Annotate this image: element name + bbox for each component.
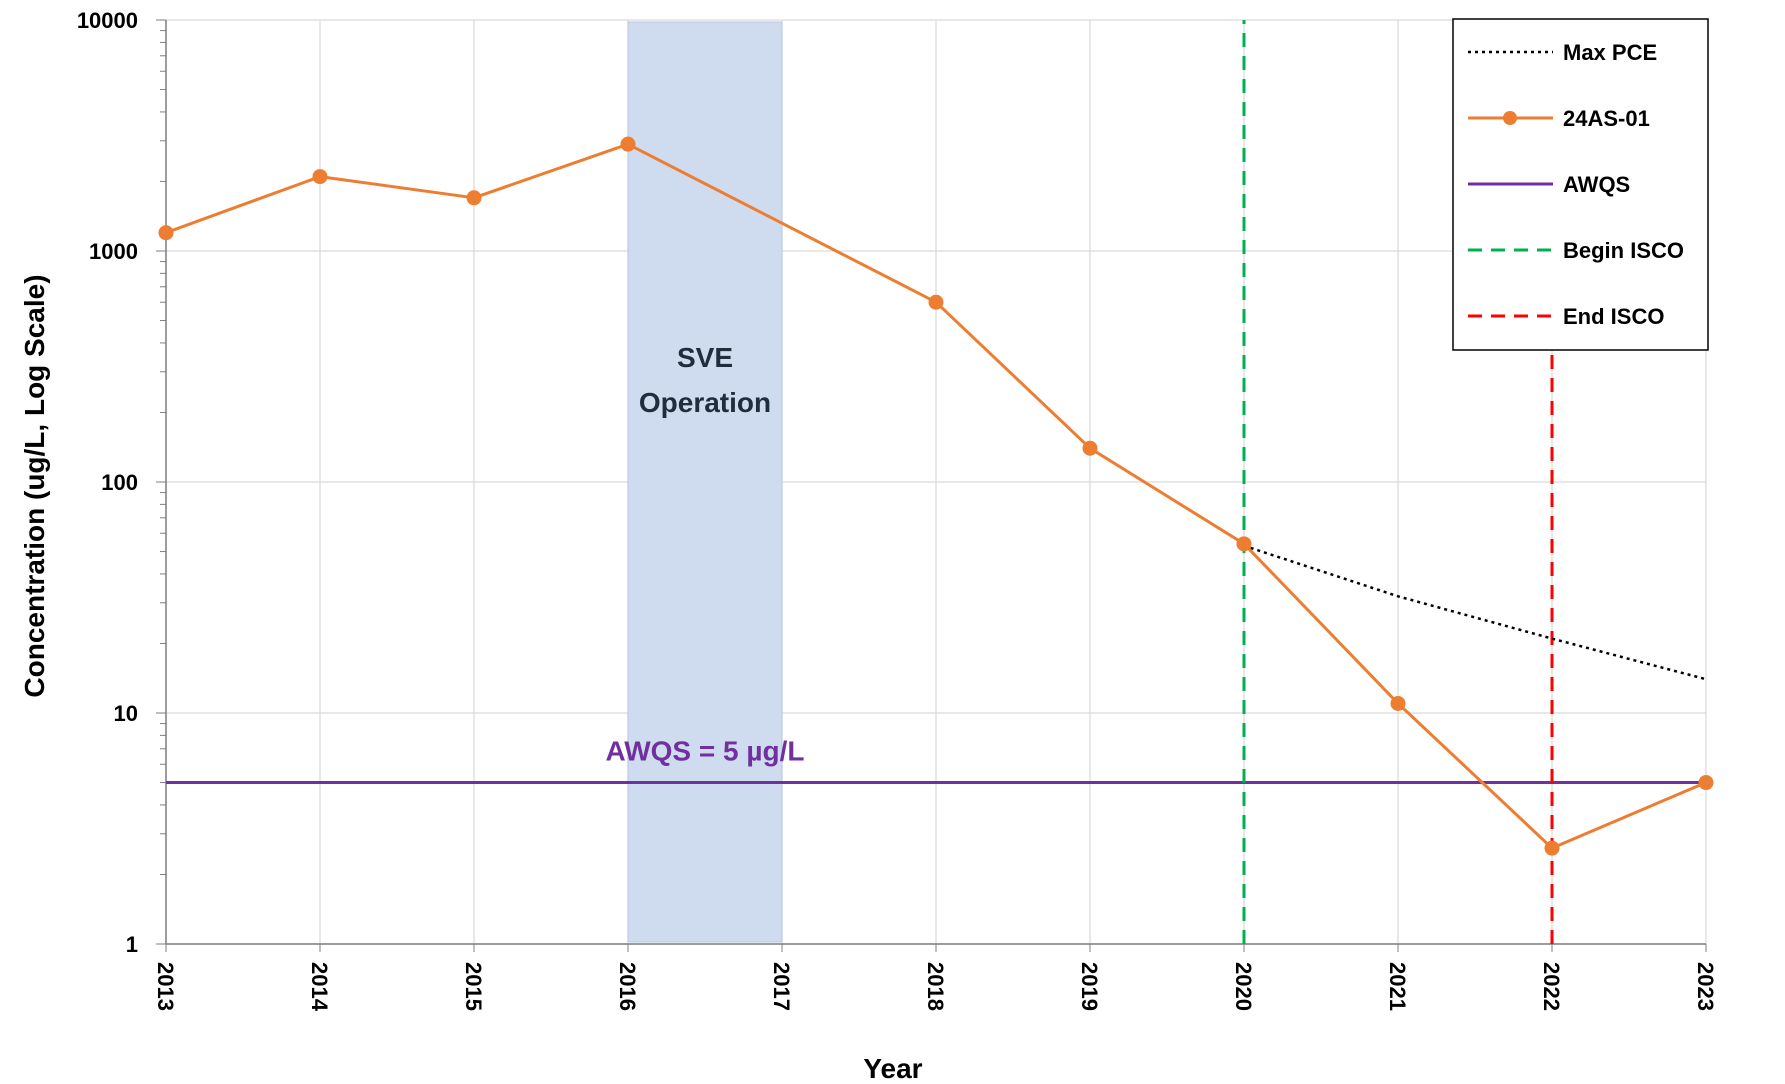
legend-label-begin-isco: Begin ISCO	[1563, 238, 1684, 263]
x-tick-label: 2018	[923, 962, 948, 1011]
y-axis-title: Concentration (ug/L, Log Scale)	[19, 274, 50, 697]
legend-marker-24as-01	[1503, 111, 1517, 125]
sve-label-line2: Operation	[639, 387, 771, 418]
series-24as-01-point	[1082, 440, 1098, 456]
tick-labels: 1 10 100 1000 10000 2013 2014 2015 2016 2017 2018 2…	[77, 8, 1718, 1012]
series-24as-01-point	[620, 136, 636, 152]
y-tick-label: 100	[101, 470, 138, 495]
series-24as-01-point	[466, 190, 482, 206]
y-tick-label: 10	[114, 701, 138, 726]
annotations: AWQS = 5 µg/L	[606, 736, 805, 767]
axes	[156, 19, 1707, 952]
series-max-pce-line	[1243, 544, 1707, 681]
legend-label-end-isco: End ISCO	[1563, 304, 1664, 329]
sve-operation-band	[627, 21, 783, 943]
x-tick-label: 2022	[1539, 962, 1564, 1011]
x-tick-label: 2021	[1385, 962, 1410, 1011]
x-tick-label: 2020	[1231, 962, 1256, 1011]
x-tick-label: 2013	[153, 962, 178, 1011]
x-tick-label: 2016	[615, 962, 640, 1011]
sve-region: SVE Operation	[627, 21, 783, 943]
x-tick-label: 2019	[1077, 962, 1102, 1011]
x-tick-label: 2014	[307, 962, 332, 1012]
series-24as-01-point	[1236, 536, 1252, 552]
sve-label-line1: SVE	[677, 342, 733, 373]
awqs-annotation: AWQS = 5 µg/L	[606, 736, 805, 767]
legend-label-24as-01: 24AS-01	[1563, 106, 1650, 131]
legend-label-awqs: AWQS	[1563, 172, 1630, 197]
x-tick-label: 2015	[461, 962, 486, 1011]
series-24as-01-line	[165, 142, 1707, 850]
y-tick-label: 1	[126, 932, 138, 957]
legend-label-max-pce: Max PCE	[1563, 40, 1657, 65]
series-24as-01-point	[928, 294, 944, 310]
data-series	[158, 20, 1714, 944]
series-24as-01-point	[1544, 840, 1560, 856]
series-24as-01-point	[1390, 695, 1406, 711]
x-tick-label: 2023	[1693, 962, 1718, 1011]
y-tick-label: 10000	[77, 8, 138, 33]
series-24as-01-point	[158, 225, 174, 241]
x-tick-label: 2017	[769, 962, 794, 1011]
y-tick-label: 1000	[89, 239, 138, 264]
x-axis-title: Year	[863, 1053, 922, 1084]
series-24as-01-point	[312, 169, 328, 185]
legend: Max PCE 24AS-01 AWQS Begin ISCO End ISCO	[1452, 18, 1709, 351]
series-24as-01-point	[1698, 775, 1714, 791]
